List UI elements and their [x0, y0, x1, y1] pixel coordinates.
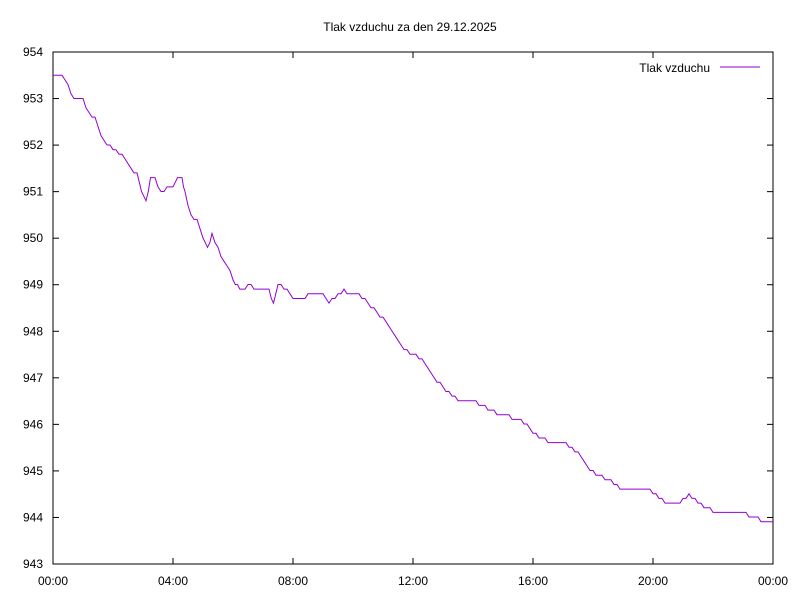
series-layer [53, 74, 773, 523]
y-tick-label: 953 [23, 92, 43, 106]
plot-frame [52, 51, 774, 565]
y-tick-label: 951 [23, 185, 43, 199]
y-tick-label: 944 [23, 510, 43, 524]
y-tick-label: 952 [23, 138, 43, 152]
y-tick-label: 946 [23, 417, 43, 431]
legend-label: Tlak vzduchu [639, 61, 710, 75]
x-tick-label: 08:00 [278, 574, 308, 588]
y-tick-label: 950 [23, 231, 43, 245]
y-tick-label: 954 [23, 45, 43, 59]
x-tick-label: 04:00 [158, 574, 188, 588]
y-axis-ticks: 954 953 952 951 950 949 948 947 946 945 944 943 [23, 45, 773, 571]
series-line [53, 74, 773, 523]
x-tick-label: 00:00 [38, 574, 68, 588]
y-tick-label: 947 [23, 371, 43, 385]
x-tick-label: 12:00 [398, 574, 428, 588]
y-tick-label: 948 [23, 324, 43, 338]
x-axis-ticks: 00:00 04:00 08:00 12:00 16:00 20:00 00:00 [38, 52, 788, 588]
chart-title: Tlak vzduchu za den 29.12.2025 [323, 20, 497, 34]
legend: Tlak vzduchu [639, 61, 760, 75]
x-tick-label: 20:00 [638, 574, 668, 588]
y-tick-label: 945 [23, 464, 43, 478]
x-tick-label: 00:00 [758, 574, 788, 588]
y-tick-label: 943 [23, 557, 43, 571]
x-tick-label: 16:00 [518, 574, 548, 588]
y-tick-label: 949 [23, 278, 43, 292]
